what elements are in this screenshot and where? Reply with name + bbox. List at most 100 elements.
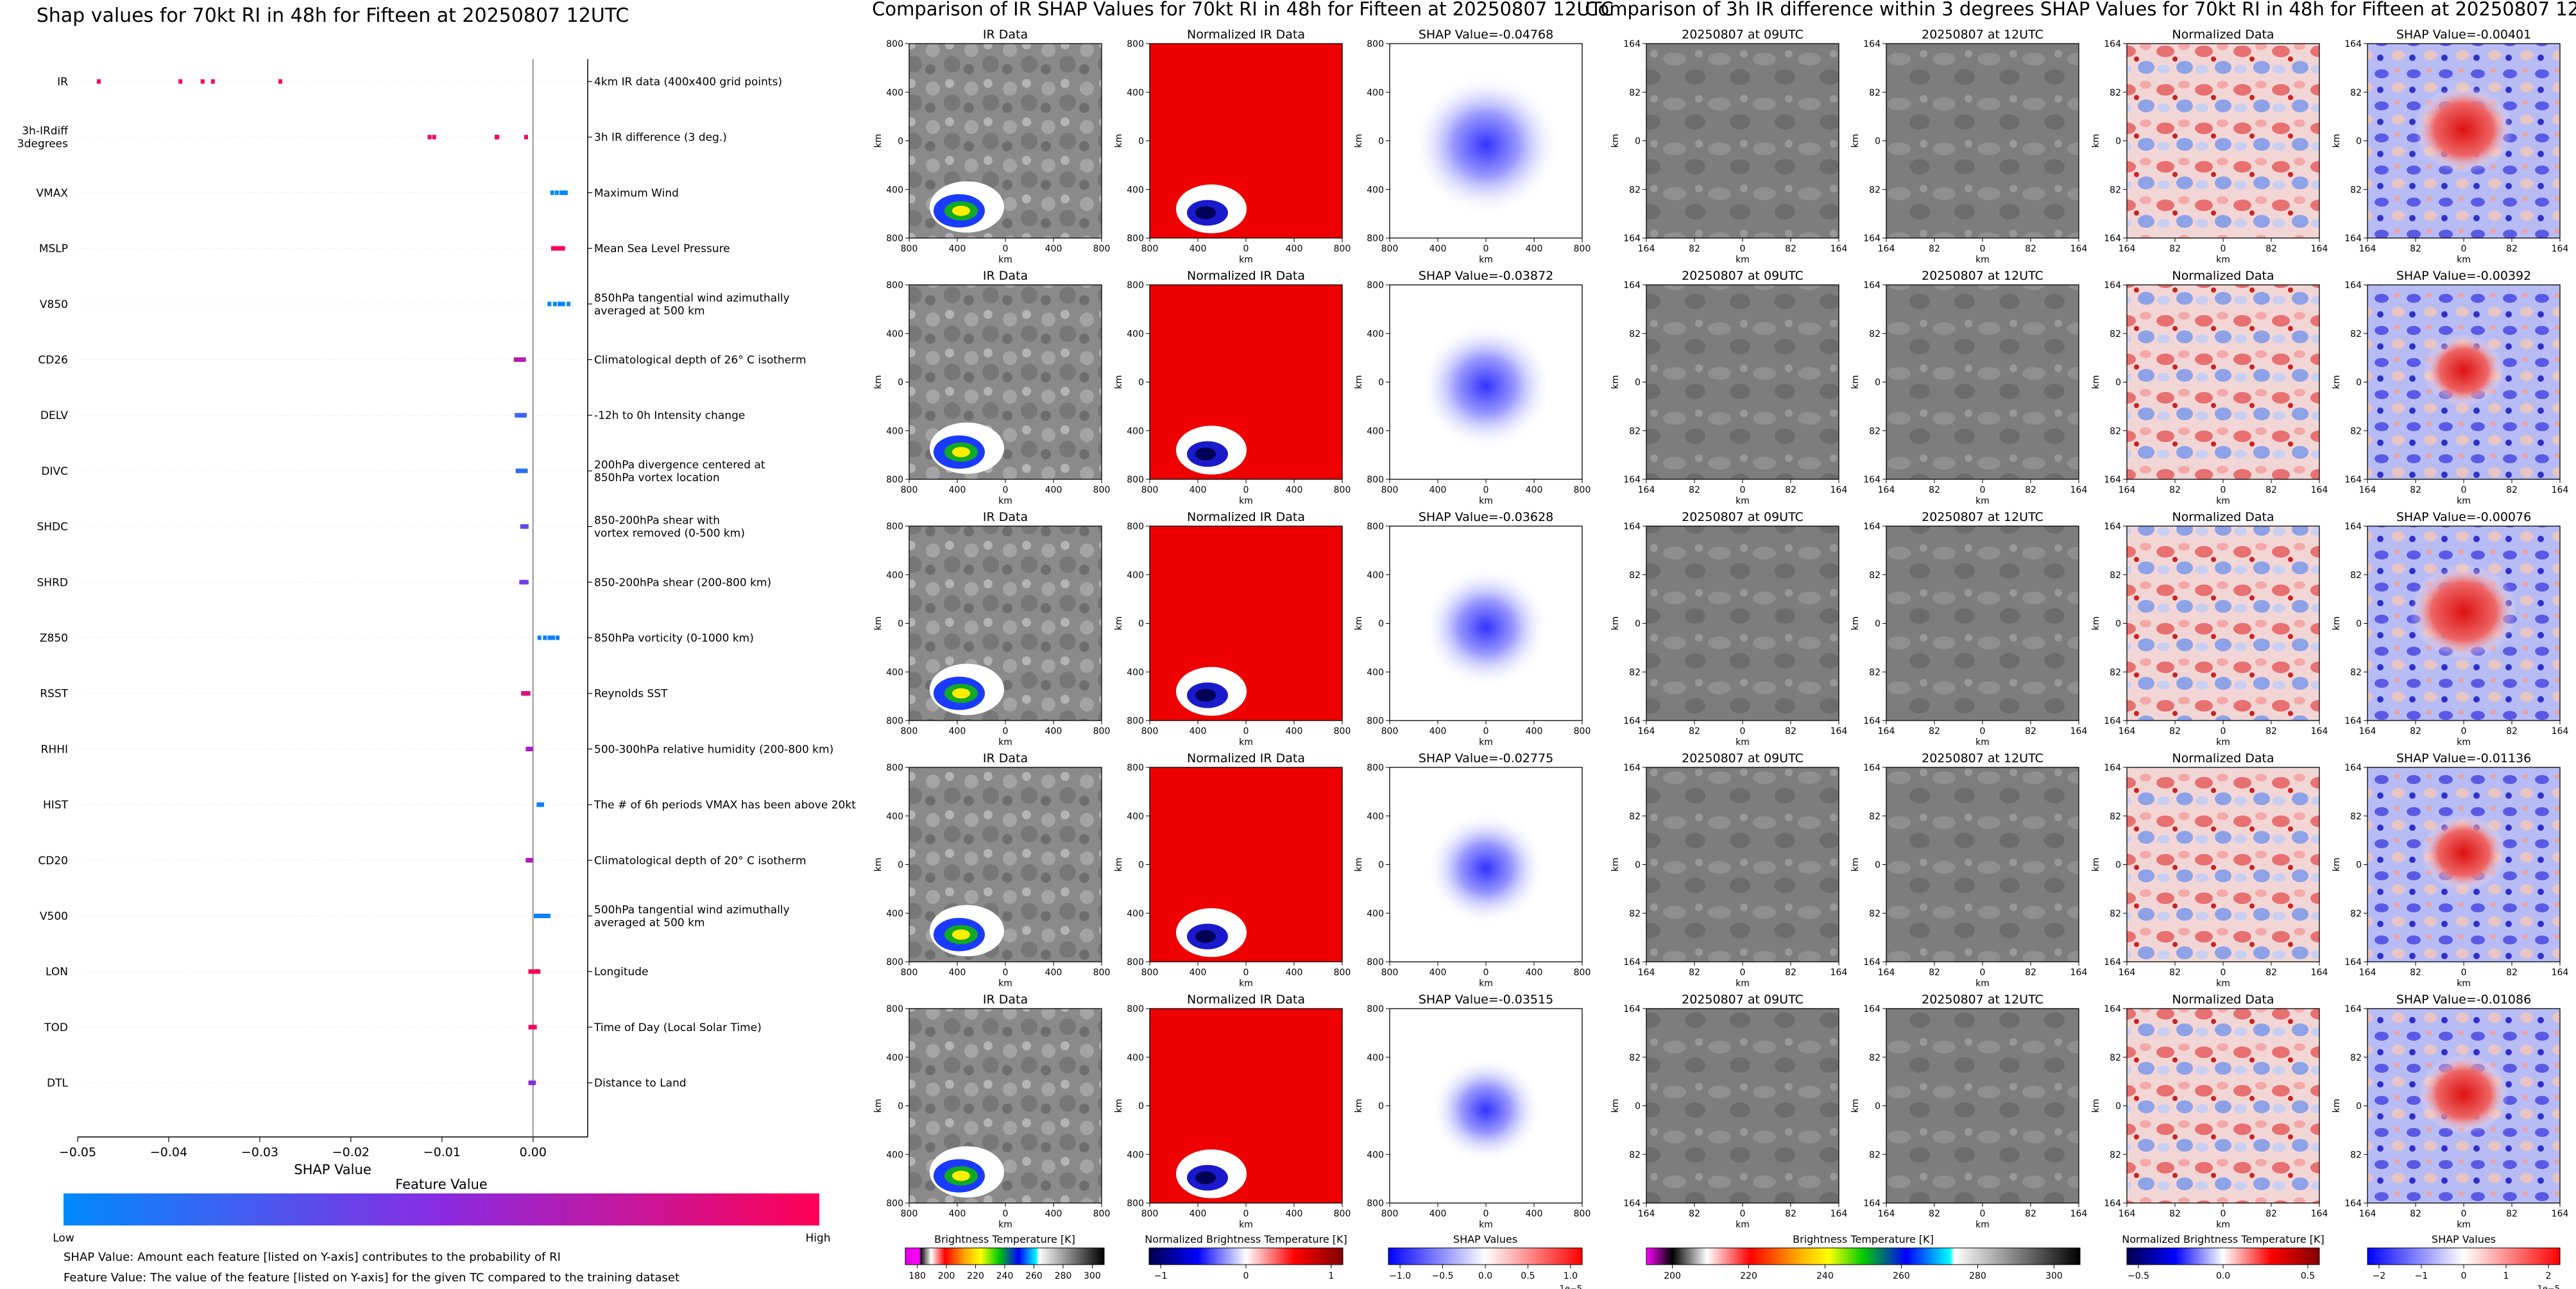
panel-title: SHAP Value=-0.03515	[1419, 993, 1553, 1007]
y-tick-label: 0	[1378, 378, 1384, 388]
ir-diff-image	[1886, 526, 2079, 721]
x-tick-label: 400	[1526, 244, 1543, 254]
x-tick-label: 164	[2119, 726, 2136, 737]
beeswarm-title: Shap values for 70kt RI in 48h for Fifte…	[37, 4, 629, 27]
shap-point	[534, 914, 538, 918]
x-tick-label: 82	[1785, 485, 1796, 495]
ir-comparison-group: Comparison of IR SHAP Values for 70kt RI…	[872, 0, 1614, 1289]
y-tick-label: 0	[1138, 619, 1144, 629]
x-tick-label: 164	[2119, 244, 2136, 254]
x-tick-label: 400	[1190, 485, 1207, 495]
x-tick-label: 82	[2169, 726, 2181, 737]
y-axis-label: km	[2091, 134, 2101, 148]
shap-point	[524, 579, 529, 585]
x-tick-label: 400	[1526, 1209, 1543, 1219]
y-tick-label: 400	[1367, 570, 1384, 581]
shap-point	[524, 135, 529, 140]
x-tick-label: 82	[2265, 485, 2277, 495]
shap-point	[532, 1080, 536, 1086]
colorbar-tick-label: 1	[1328, 1271, 1334, 1281]
shap-point	[432, 135, 436, 140]
x-tick-label: 164	[2311, 726, 2328, 737]
shap-point	[521, 468, 525, 474]
y-tick-label: 82	[2350, 812, 2362, 822]
shap-blob	[1430, 1057, 1542, 1163]
panel-title: 20250807 at 09UTC	[1682, 28, 1804, 42]
y-tick-label: 82	[2350, 1053, 2362, 1063]
y-axis-label: km	[1354, 617, 1364, 631]
y-tick-label: 800	[1367, 1199, 1384, 1209]
feature-label: HIST	[43, 799, 69, 812]
panel-title: IR Data	[983, 993, 1028, 1007]
y-tick-label: 400	[1127, 88, 1144, 98]
ir-diff-image	[1886, 1009, 2079, 1203]
panel-title: Normalized IR Data	[1187, 751, 1305, 765]
y-tick-label: 800	[886, 280, 903, 291]
x-tick-label: 0	[1740, 968, 1746, 978]
y-tick-label: 0	[1875, 860, 1881, 871]
shap-blob	[1419, 322, 1553, 450]
x-tick-label: 164	[1878, 485, 1895, 495]
x-tick-label: 164	[2311, 244, 2328, 254]
x-tick-label: 82	[1929, 244, 1940, 254]
x-tick-label: 164	[1830, 485, 1848, 495]
x-tick-label: 800	[1381, 244, 1399, 254]
y-tick-label: 400	[1367, 812, 1384, 822]
colorbar-tick-label: 1.0	[1564, 1271, 1578, 1281]
x-tick-label: 0	[1243, 1209, 1249, 1219]
y-tick-label: 0	[2115, 137, 2121, 147]
feature-description: 850-200hPa shear (200-800 km)	[594, 576, 771, 589]
shap-point	[541, 914, 545, 918]
y-axis-label: km	[873, 1099, 883, 1113]
y-axis-label: km	[873, 375, 883, 389]
y-axis-label: km	[1354, 858, 1364, 872]
y-tick-label: 164	[1863, 234, 1881, 244]
x-tick-label: 82	[1689, 1209, 1700, 1219]
x-tick-label: 0	[1003, 968, 1009, 978]
x-tick-label: 0	[1740, 726, 1746, 737]
ir-diff-image	[1646, 44, 1839, 238]
coldest-top	[952, 447, 970, 457]
x-tick-label: 400	[1045, 726, 1062, 737]
shap-point	[529, 858, 533, 863]
y-tick-label: 82	[1629, 329, 1641, 339]
x-tick-label: 0	[2221, 485, 2226, 495]
x-axis-label: km	[2216, 978, 2230, 989]
x-tick-label: 0	[1483, 968, 1489, 978]
y-tick-label: 0	[1138, 378, 1144, 388]
x-tick-label: 400	[1286, 485, 1303, 495]
x-tick-label: 82	[2506, 1209, 2518, 1219]
y-tick-label: 164	[2344, 39, 2362, 49]
y-tick-label: 164	[2344, 1199, 2362, 1209]
y-tick-label: 82	[2350, 88, 2362, 98]
shap-point	[96, 79, 101, 84]
x-axis-label: km	[1479, 496, 1493, 506]
x-tick-label: 400	[949, 1209, 966, 1219]
x-tick-label: 400	[1190, 726, 1207, 737]
x-axis-label: km	[1736, 978, 1750, 989]
y-tick-label: 82	[1629, 185, 1641, 195]
x-tick-label: 164	[2552, 1209, 2569, 1219]
shap-point	[563, 190, 568, 195]
x-tick-label: 0	[1003, 1209, 1009, 1219]
x-tick-label: 400	[1526, 726, 1543, 737]
x-axis-label: km	[1975, 737, 1990, 747]
y-tick-label: 800	[1367, 957, 1384, 968]
shap-diff-blob	[2414, 85, 2513, 173]
x-tick-label: 0.00	[520, 1145, 547, 1159]
x-tick-label: 0	[1483, 485, 1489, 495]
feature-label: V500	[40, 910, 68, 923]
x-tick-label: 800	[1574, 244, 1591, 254]
y-tick-label: 82	[1869, 570, 1881, 581]
x-tick-label: 400	[1286, 968, 1303, 978]
x-tick-label: 82	[2410, 726, 2421, 737]
x-tick-label: 82	[2025, 968, 2036, 978]
norm-coldest	[1195, 206, 1216, 219]
y-tick-label: 400	[886, 667, 903, 678]
colorbar-label: SHAP Values	[1453, 1233, 1517, 1245]
x-tick-label: 0	[1980, 726, 1986, 737]
y-axis-label: km	[1114, 134, 1124, 148]
y-tick-label: 164	[1623, 234, 1641, 244]
x-tick-label: 0	[1740, 1209, 1746, 1219]
y-tick-label: 0	[898, 1102, 903, 1112]
